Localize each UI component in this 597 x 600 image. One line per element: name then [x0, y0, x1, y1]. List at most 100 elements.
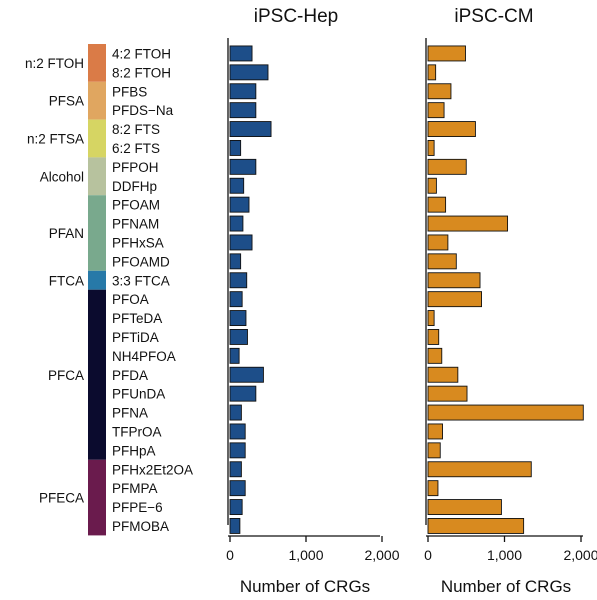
bar-ipsc-cm-pfteda [427, 310, 435, 326]
group-swatch-ftca [88, 270, 106, 290]
bar-ipsc-hep-pfteda [229, 310, 247, 326]
bar-ipsc-hep-pfunda [229, 385, 257, 402]
chemical-label-pfoamd: PFOAMD [112, 254, 170, 269]
x-ticks-ipsc-cm: 0 1,000 2,000 [424, 536, 597, 563]
panel-ipsc-cm: iPSC-CM 0 1,000 2,000 Number of CRGs [424, 6, 597, 596]
chemical-label-pfnam: PFNAM [112, 217, 159, 232]
x-tick-label-ipsc-cm-0: 0 [424, 547, 432, 563]
chemical-label-nh4pfoa: NH4PFOA [112, 349, 176, 364]
group-label-n-2-ftsa: n:2 FTSA [27, 132, 84, 147]
bar-ipsc-cm-pfna [427, 404, 584, 421]
bar-ipsc-cm-pfmpa [427, 480, 439, 497]
chemical-label-pfhx2et2oa: PFHx2Et2OA [112, 462, 193, 477]
bar-ipsc-hep-4-2-ftoh [229, 45, 253, 62]
panel-ipsc-hep: iPSC-Hep 0 1,000 2,000 Number of CRGs [226, 6, 400, 596]
group-swatch-pfsa [88, 81, 106, 120]
x-tick-label-ipsc-hep-0: 0 [226, 547, 234, 563]
bars-ipsc-hep [229, 45, 272, 534]
bar-ipsc-hep-tfproa [229, 423, 246, 440]
chemical-labels: 4:2 FTOH 8:2 FTOH PFBS PFDS−Na 8:2 FTS 6:2 FT… [112, 46, 193, 534]
group-swatch-pfca [88, 289, 106, 460]
bar-ipsc-hep-pfhx2et2oa [229, 461, 242, 478]
bar-ipsc-hep-pfds-na [229, 102, 257, 119]
group-label-alcohol: Alcohol [40, 169, 84, 184]
bar-ipsc-hep-pfhxsa [229, 234, 253, 251]
bar-ipsc-hep-pfpe-6 [229, 499, 243, 515]
bar-ipsc-cm-pfhx2et2oa [427, 461, 532, 478]
bar-ipsc-cm-3-3-ftca [427, 272, 481, 289]
group-label-pfan: PFAN [49, 226, 84, 241]
bar-ipsc-cm-pfds-na [427, 102, 445, 119]
bar-ipsc-hep-pfoa [229, 291, 243, 308]
group-color-bar [88, 44, 106, 536]
chemical-label-pfteda: PFTeDA [112, 311, 162, 326]
bar-ipsc-hep-pfpoh [229, 158, 257, 175]
chemical-label-pfpoh: PFPOH [112, 160, 159, 175]
bar-ipsc-cm-4-2-ftoh [427, 45, 466, 62]
bar-ipsc-hep-pfoamd [229, 253, 242, 270]
x-tick-label-ipsc-cm-1000: 1,000 [487, 547, 522, 563]
chemical-label-pfna: PFNA [112, 406, 148, 421]
bar-ipsc-hep-nh4pfoa [229, 347, 240, 364]
bars-ipsc-cm [427, 45, 584, 534]
chemical-label-pfoam: PFOAM [112, 198, 160, 213]
x-tick-label-ipsc-hep-2000: 2,000 [364, 547, 399, 563]
x-tick-label-ipsc-hep-1000: 1,000 [288, 547, 323, 563]
bar-ipsc-hep-pfmpa [229, 480, 246, 497]
bar-ipsc-cm-pfhpa [427, 442, 441, 459]
bar-ipsc-cm-pfoamd [427, 253, 457, 270]
bar-ipsc-cm-8-2-ftoh [427, 64, 437, 81]
x-ticks-ipsc-hep: 0 1,000 2,000 [226, 536, 400, 563]
group-swatch-n-2-ftoh [88, 44, 106, 82]
bar-ipsc-cm-pfoa [427, 291, 482, 308]
panel-title-ipsc-cm: iPSC-CM [454, 6, 533, 27]
bar-ipsc-hep-pfoam [229, 196, 250, 213]
chemical-label-3-3-ftca: 3:3 FTCA [112, 273, 170, 288]
bar-ipsc-cm-pfbs [427, 83, 452, 100]
chemical-label-pfmoba: PFMOBA [112, 519, 169, 534]
chemical-label-pfunda: PFUnDA [112, 387, 165, 402]
bar-ipsc-cm-pfmoba [427, 518, 525, 534]
chemical-label-pftida: PFTiDA [112, 330, 159, 345]
group-label-ftca: FTCA [49, 273, 84, 288]
bar-ipsc-hep-3-3-ftca [229, 272, 248, 289]
chemical-label-4-2-ftoh: 4:2 FTOH [112, 46, 171, 61]
bar-ipsc-hep-8-2-fts [229, 121, 272, 138]
bar-ipsc-hep-pftida [229, 329, 248, 345]
bar-ipsc-cm-pfpoh [427, 158, 467, 175]
bar-ipsc-cm-8-2-fts [427, 121, 476, 138]
bar-ipsc-cm-pfunda [427, 385, 468, 402]
bar-ipsc-cm-tfproa [427, 423, 443, 440]
bar-ipsc-cm-pfoam [427, 196, 447, 213]
bar-ipsc-cm-pfnam [427, 215, 509, 232]
bar-ipsc-cm-pfda [427, 366, 459, 383]
chemical-label-8-2-ftoh: 8:2 FTOH [112, 65, 171, 80]
chemical-label-pfds-na: PFDS−Na [112, 103, 174, 118]
group-label-pfca: PFCA [48, 368, 84, 383]
x-axis-title-ipsc-cm: Number of CRGs [441, 577, 571, 596]
bar-ipsc-cm-6-2-fts [427, 139, 435, 156]
bar-ipsc-hep-pfda [229, 366, 264, 383]
chemical-label-tfproa: TFPrOA [112, 424, 162, 439]
chemical-label-ddfhp: DDFHp [112, 179, 157, 194]
bar-ipsc-hep-pfhpa [229, 442, 246, 459]
bar-ipsc-hep-pfbs [229, 83, 257, 100]
chemical-label-8-2-fts: 8:2 FTS [112, 122, 160, 137]
group-swatch-pfeca [88, 459, 106, 536]
group-swatch-pfan [88, 195, 106, 271]
group-label-pfsa: PFSA [49, 94, 84, 109]
bar-ipsc-hep-pfmoba [229, 518, 241, 534]
panel-title-ipsc-hep: iPSC-Hep [254, 6, 338, 27]
group-labels: n:2 FTOH PFSA n:2 FTSA Alcohol PFAN FTCA PFCA P… [25, 56, 84, 506]
bar-ipsc-cm-nh4pfoa [427, 347, 443, 364]
bar-ipsc-hep-ddfhp [229, 177, 245, 194]
chemical-label-pfbs: PFBS [112, 84, 147, 99]
group-swatch-n-2-ftsa [88, 119, 106, 158]
chemical-label-pfhxsa: PFHxSA [112, 235, 164, 250]
bar-ipsc-hep-6-2-fts [229, 139, 242, 156]
bar-ipsc-cm-pftida [427, 329, 440, 345]
chemical-label-pfhpa: PFHpA [112, 443, 156, 458]
bar-ipsc-hep-pfnam [229, 215, 244, 232]
group-label-pfeca: PFECA [39, 491, 84, 506]
